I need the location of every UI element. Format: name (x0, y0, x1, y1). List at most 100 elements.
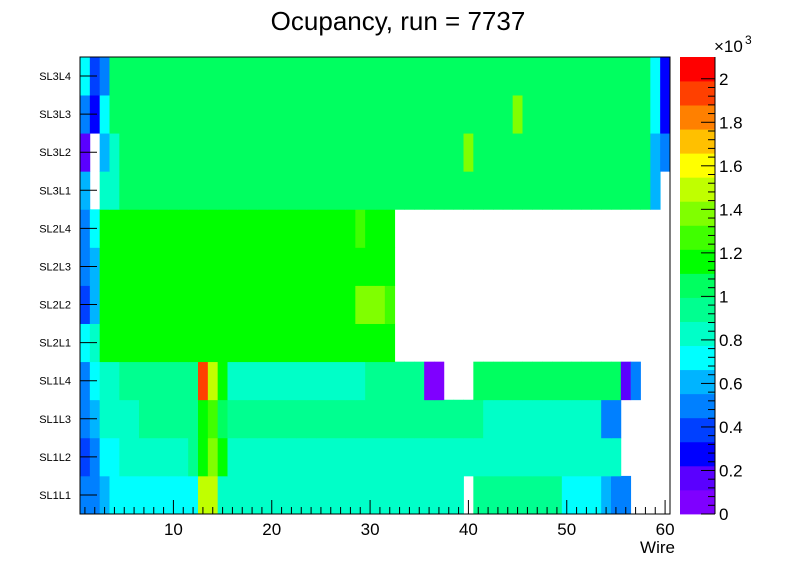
heatmap-cell-sl1l1-wire-36 (424, 475, 435, 515)
heatmap-cell-sl3l1-wire-13 (198, 171, 209, 210)
heatmap-cell-sl1l4-wire-41 (473, 361, 484, 401)
heatmap-cell-sl3l4-wire-44 (502, 57, 514, 96)
heatmap-cell-sl2l2-wire-13 (198, 285, 209, 324)
heatmap-cell-sl3l3-wire-36 (424, 95, 435, 134)
heatmap-cell-sl3l2-wire-44 (502, 133, 514, 172)
heatmap-cell-sl3l4-wire-24 (306, 57, 317, 96)
heatmap-cell-sl2l2-wire-6 (129, 285, 140, 324)
heatmap-cell-sl2l2-wire-17 (237, 285, 248, 324)
heatmap-cell-sl1l1-wire-4 (109, 475, 120, 515)
x-axis: 10 20 30 40 50 60 (84, 500, 675, 539)
heatmap-cell-sl2l2-wire-31 (375, 285, 386, 324)
heatmap-cell-sl2l1-wire-24 (306, 323, 317, 363)
heatmap-cell-sl3l4-wire-53 (591, 57, 602, 96)
heatmap-cell-sl3l2-wire-25 (316, 133, 327, 172)
heatmap-cell-sl3l4-wire-8 (148, 57, 160, 96)
heatmap-cell-sl1l1-wire-54 (601, 475, 612, 515)
heatmap-cell-sl1l4-wire-4 (109, 361, 120, 401)
heatmap-cell-sl3l4-wire-11 (178, 57, 189, 96)
heatmap-cell-sl2l2-wire-23 (296, 285, 307, 324)
heatmap-cell-sl3l3-wire-15 (217, 95, 228, 134)
heatmap-cell-sl1l1-wire-19 (257, 475, 268, 515)
heatmap-cell-sl3l4-wire-15 (217, 57, 228, 96)
heatmap-cell-sl1l1-wire-43 (493, 475, 504, 515)
heatmap-cell-sl1l4-wire-51 (571, 361, 582, 401)
heatmap-cell-sl2l1-wire-8 (148, 323, 160, 363)
heatmap-cell-sl1l3-wire-18 (247, 399, 258, 439)
heatmap-cell-sl3l4-wire-10 (168, 57, 179, 96)
heatmap-cell-sl1l4-wire-26 (325, 361, 337, 401)
heatmap-cell-sl3l1-wire-16 (227, 171, 238, 210)
heatmap-cell-sl3l3-wire-27 (335, 95, 346, 134)
color-scale-label-9: 1.8 (719, 113, 743, 132)
heatmap-cell-sl2l1-wire-18 (247, 323, 258, 363)
heatmap-cell-sl3l4-wire-31 (375, 57, 386, 96)
heatmap-cell-sl3l4-wire-16 (227, 57, 238, 96)
heatmap-cell-sl1l1-wire-51 (571, 475, 582, 515)
heatmap-cell-sl2l2-wire-29 (355, 285, 366, 324)
heatmap-cell-sl1l2-wire-12 (188, 437, 199, 477)
heatmap-cell-sl1l1-wire-23 (296, 475, 307, 515)
heatmap-cell-sl3l4-wire-56 (620, 57, 632, 96)
heatmap-cell-sl3l1-wire-48 (542, 171, 553, 210)
heatmap-cell-sl3l3-wire-41 (473, 95, 484, 134)
heatmap-cell-sl2l2-wire-27 (335, 285, 346, 324)
color-scale-segment (680, 465, 715, 491)
heatmap-cell-sl1l2-wire-11 (178, 437, 189, 477)
heatmap-cell-sl1l2-wire-3 (99, 437, 110, 477)
heatmap-cell-sl1l3-wire-6 (129, 399, 140, 439)
heatmap-cell-sl1l3-wire-27 (335, 399, 346, 439)
heatmap-cell-sl2l2-wire-16 (227, 285, 238, 324)
heatmap-cell-sl3l3-wire-4 (109, 95, 120, 134)
heatmap-cell-sl3l4-wire-35 (414, 57, 425, 96)
heatmap-cell-sl1l2-wire-27 (335, 437, 346, 477)
color-scale-segment (680, 225, 715, 250)
chart-title: Ocupancy, run = 7737 (271, 6, 526, 36)
heatmap-cell-sl3l2-wire-24 (306, 133, 317, 172)
heatmap-cell-sl3l1-wire-26 (325, 171, 337, 210)
heatmap-cell-sl3l1-wire-59 (650, 171, 661, 210)
heatmap-cell-sl1l2-wire-23 (296, 437, 307, 477)
heatmap-cell-sl1l2-wire-43 (493, 437, 504, 477)
heatmap-cell-sl2l1-wire-15 (217, 323, 228, 363)
heatmap-cell-sl1l3-wire-44 (502, 399, 514, 439)
heatmap-cell-sl3l2-wire-6 (129, 133, 140, 172)
heatmap-cell-sl1l2-wire-13 (198, 437, 209, 477)
heatmap-cell-sl3l1-wire-46 (522, 171, 533, 210)
exponent-power: 3 (745, 33, 752, 47)
heatmap-cell-sl3l3-wire-58 (640, 95, 651, 134)
heatmap-cell-sl1l1-wire-56 (620, 475, 632, 515)
heatmap-cell-sl2l4-wire-22 (286, 209, 297, 248)
heatmap-cell-sl1l3-wire-8 (148, 399, 160, 439)
heatmap-cell-sl3l1-wire-37 (434, 171, 445, 210)
heatmap-cell-sl3l3-wire-55 (611, 95, 622, 134)
heatmap-cell-sl3l4-wire-59 (650, 57, 661, 96)
heatmap-cell-sl2l1-wire-31 (375, 323, 386, 363)
heatmap-cell-sl1l1-wire-53 (591, 475, 602, 515)
heatmap-cell-sl2l3-wire-15 (217, 247, 228, 286)
y-tick-label-sl3l3: SL3L3 (39, 109, 71, 121)
heatmap-cell-sl1l3-wire-7 (139, 399, 150, 439)
heatmap-cell-sl3l4-wire-19 (257, 57, 268, 96)
heatmap-cell-sl2l3-wire-30 (365, 247, 376, 286)
heatmap-cell-sl2l1-wire-25 (316, 323, 327, 363)
heatmap-cell-sl3l4-wire-45 (512, 57, 523, 96)
heatmap-cell-sl1l4-wire-31 (375, 361, 386, 401)
heatmap-cell-sl3l4-wire-13 (198, 57, 209, 96)
heatmap-cell-sl2l4-wire-5 (119, 209, 130, 248)
heatmap-cell-sl3l1-wire-36 (424, 171, 435, 210)
heatmap-cell-sl1l4-wire-13 (198, 361, 209, 401)
heatmap-cell-sl2l2-wire-26 (325, 285, 337, 324)
heatmap-cell-sl3l4-wire-9 (158, 57, 169, 96)
heatmap-cell-sl2l3-wire-6 (129, 247, 140, 286)
heatmap-cell-sl1l4-wire-9 (158, 361, 169, 401)
heatmap-cell-sl3l2-wire-56 (620, 133, 632, 172)
heatmap-cell-sl3l4-wire-17 (237, 57, 248, 96)
heatmap-cell-sl2l1-wire-5 (119, 323, 130, 363)
heatmap-cell-sl2l4-wire-18 (247, 209, 258, 248)
heatmap-cell-sl1l4-wire-25 (316, 361, 327, 401)
heatmap-cell-sl1l4-wire-28 (345, 361, 356, 401)
heatmap-cell-sl1l2-wire-51 (571, 437, 582, 477)
y-tick-label-sl2l4: SL2L4 (39, 223, 71, 235)
